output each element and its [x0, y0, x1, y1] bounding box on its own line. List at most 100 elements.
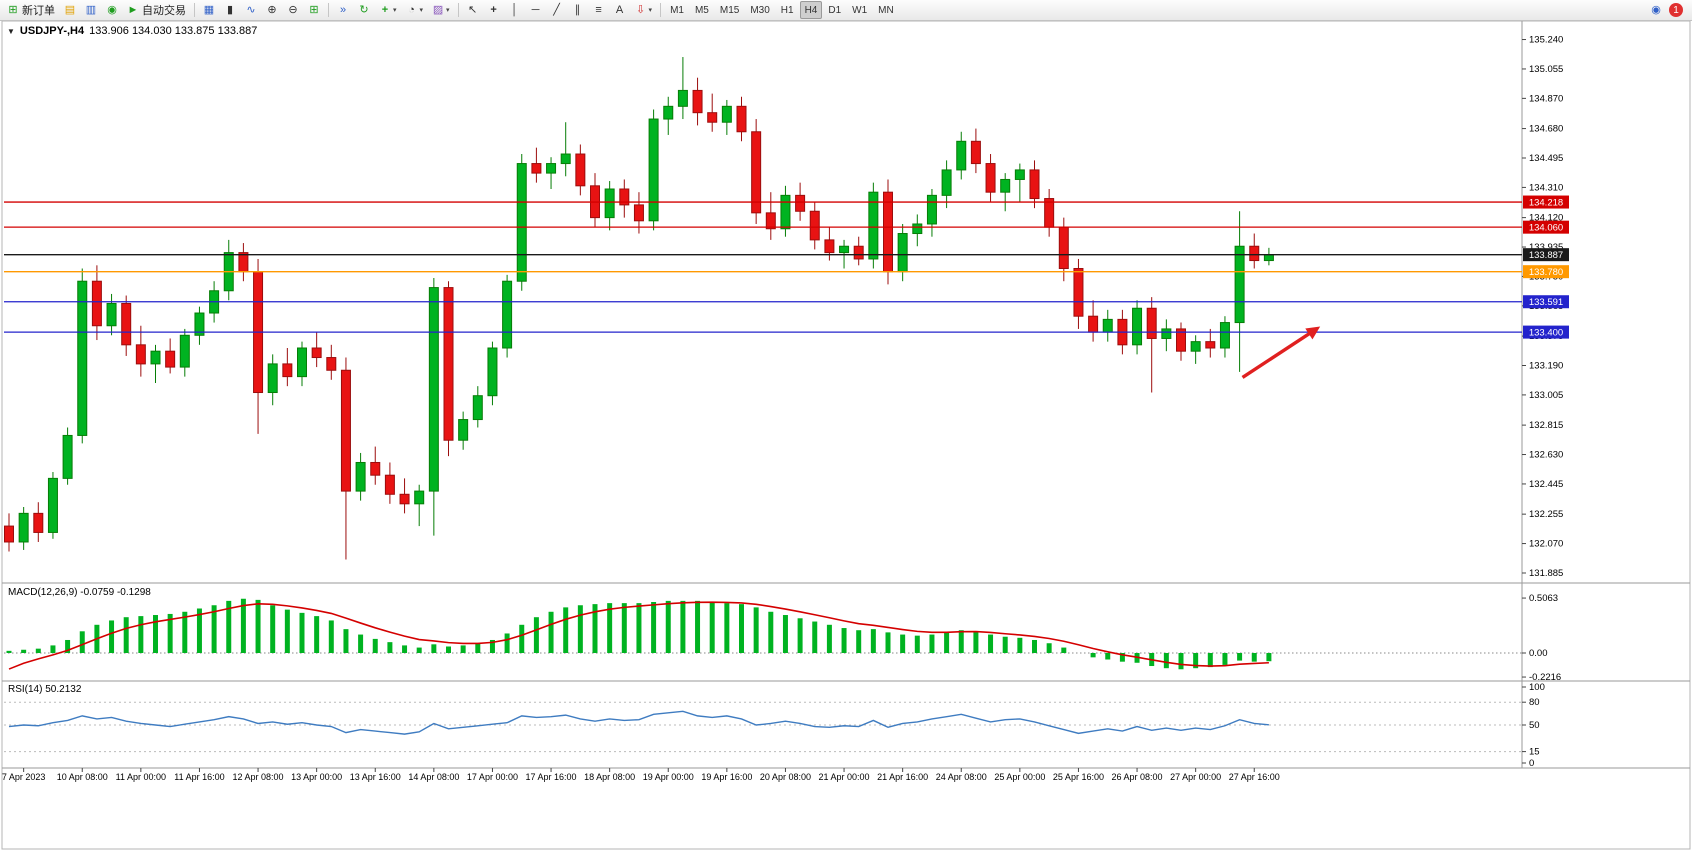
svg-text:134.680: 134.680 [1529, 124, 1563, 135]
zoom-in-button[interactable]: ⊕ [262, 1, 282, 19]
timeframe-m5-button[interactable]: M5 [690, 1, 714, 19]
crosshair-button[interactable]: + [484, 1, 504, 19]
new-order-icon: ⊞ [8, 3, 18, 16]
svg-text:132.445: 132.445 [1529, 479, 1563, 490]
timeframe-label: MN [878, 4, 894, 16]
text-button[interactable]: A [610, 1, 630, 19]
horizontal-line-icon: ─ [531, 3, 540, 16]
svg-text:21 Apr 16:00: 21 Apr 16:00 [877, 772, 928, 782]
timeframe-h4-button[interactable]: H4 [799, 1, 823, 19]
chart-symbol-period: USDJPY-,H4 [19, 25, 85, 37]
timeframe-h1-button[interactable]: H1 [776, 1, 799, 19]
bar-chart-type-button[interactable]: ▦ [199, 1, 219, 19]
svg-text:133.591: 133.591 [1529, 297, 1563, 308]
zoom-in-icon: ⊕ [267, 3, 277, 16]
zoom-out-icon: ⊖ [288, 3, 298, 16]
cursor-button[interactable]: ↖ [463, 1, 483, 19]
fibonacci-button[interactable]: ≡ [589, 1, 609, 19]
templates-icon: ▨ [432, 3, 444, 16]
svg-text:-0.2216: -0.2216 [1529, 672, 1561, 683]
svg-text:100: 100 [1529, 682, 1545, 693]
channel-button[interactable]: ∥ [568, 1, 588, 19]
svg-text:134.218: 134.218 [1529, 198, 1563, 209]
svg-text:134.120: 134.120 [1529, 213, 1563, 224]
timeframe-d1-button[interactable]: D1 [823, 1, 846, 19]
timeframe-m30-button[interactable]: M30 [745, 1, 774, 19]
horizontal-line-button[interactable]: ─ [526, 1, 546, 19]
templates-button[interactable]: ▨ ▾ [428, 1, 454, 19]
svg-text:18 Apr 08:00: 18 Apr 08:00 [584, 772, 635, 782]
navigator-icon: ◉ [107, 3, 117, 16]
svg-text:133.400: 133.400 [1529, 328, 1563, 339]
trendline-icon: ╱ [553, 3, 560, 16]
chart-title: ▼ USDJPY-,H4 133.906 134.030 133.875 133… [7, 25, 257, 37]
svg-text:133.887: 133.887 [1529, 250, 1563, 261]
chevron-down-icon: ▾ [446, 7, 450, 14]
chart-ohlc-values: 133.906 134.030 133.875 133.887 [89, 25, 258, 37]
svg-text:12 Apr 08:00: 12 Apr 08:00 [233, 772, 284, 782]
market-watch-icon: ▤ [64, 3, 76, 16]
timeframe-m1-button[interactable]: M1 [665, 1, 689, 19]
svg-text:27 Apr 16:00: 27 Apr 16:00 [1229, 772, 1280, 782]
svg-text:133.190: 133.190 [1529, 360, 1563, 371]
svg-text:133.935: 133.935 [1529, 242, 1563, 253]
notification-badge[interactable]: 1 [1669, 3, 1683, 17]
line-chart-icon: ∿ [246, 3, 256, 16]
trendline-button[interactable]: ╱ [547, 1, 567, 19]
auto-trading-label: 自动交易 [142, 5, 186, 17]
chart-shift-button[interactable]: » [333, 1, 353, 19]
indicators-button[interactable]: + ▾ [375, 1, 401, 19]
svg-text:134.310: 134.310 [1529, 182, 1563, 193]
data-window-icon: ▥ [85, 3, 97, 16]
svg-text:14 Apr 08:00: 14 Apr 08:00 [408, 772, 459, 782]
timeframe-label: D1 [828, 4, 842, 16]
bar-chart-icon: ▦ [203, 3, 215, 16]
periods-button[interactable]: ◔ ▾ [402, 1, 428, 19]
toolbar-separator [457, 3, 459, 17]
navigator-button[interactable]: ◉ [102, 1, 122, 19]
market-watch-button[interactable]: ▤ [60, 1, 80, 19]
vertical-line-button[interactable]: │ [505, 1, 525, 19]
new-order-button[interactable]: ⊞ 新订单 [3, 1, 59, 19]
svg-text:0.00: 0.00 [1529, 648, 1548, 659]
candlestick-type-button[interactable]: ▮ [220, 1, 240, 19]
svg-text:27 Apr 00:00: 27 Apr 00:00 [1170, 772, 1221, 782]
community-button[interactable]: ◉ [1646, 1, 1666, 19]
svg-text:0.5063: 0.5063 [1529, 593, 1558, 604]
indicators-icon: + [381, 3, 389, 16]
data-window-button[interactable]: ▥ [81, 1, 101, 19]
timeframe-m15-button[interactable]: M15 [715, 1, 744, 19]
timeframe-w1-button[interactable]: W1 [847, 1, 872, 19]
timeframe-label: M1 [670, 4, 684, 16]
tile-windows-button[interactable]: ⊞ [304, 1, 324, 19]
svg-text:13 Apr 00:00: 13 Apr 00:00 [291, 772, 342, 782]
zoom-out-button[interactable]: ⊖ [283, 1, 303, 19]
svg-text:21 Apr 00:00: 21 Apr 00:00 [819, 772, 870, 782]
svg-text:24 Apr 08:00: 24 Apr 08:00 [936, 772, 987, 782]
timeframe-label: H1 [780, 4, 794, 16]
auto-scroll-button[interactable]: ↻ [354, 1, 374, 19]
timeframe-label: M30 [750, 4, 770, 16]
svg-text:134.495: 134.495 [1529, 153, 1563, 164]
chevron-down-icon: ▾ [648, 7, 653, 14]
svg-text:11 Apr 00:00: 11 Apr 00:00 [116, 772, 166, 782]
collapse-icon[interactable]: ▼ [7, 26, 15, 36]
svg-text:50: 50 [1529, 720, 1540, 731]
cursor-icon: ↖ [467, 3, 478, 16]
svg-text:0: 0 [1529, 758, 1534, 769]
timeframe-mn-button[interactable]: MN [873, 1, 899, 19]
timeframe-label: M5 [694, 4, 709, 16]
arrow-objects-button[interactable]: ⇩ ▾ [631, 1, 657, 19]
svg-text:25 Apr 00:00: 25 Apr 00:00 [994, 772, 1045, 782]
svg-text:135.240: 135.240 [1529, 35, 1563, 46]
auto-trading-icon: ► [127, 3, 139, 16]
line-chart-type-button[interactable]: ∿ [241, 1, 261, 19]
new-order-label: 新订单 [22, 5, 55, 17]
svg-text:10 Apr 08:00: 10 Apr 08:00 [57, 772, 108, 782]
chevron-down-icon: ▾ [419, 7, 424, 14]
auto-trading-button[interactable]: ► 自动交易 [123, 1, 190, 19]
svg-text:20 Apr 08:00: 20 Apr 08:00 [760, 772, 811, 782]
svg-text:19 Apr 00:00: 19 Apr 00:00 [643, 772, 694, 782]
